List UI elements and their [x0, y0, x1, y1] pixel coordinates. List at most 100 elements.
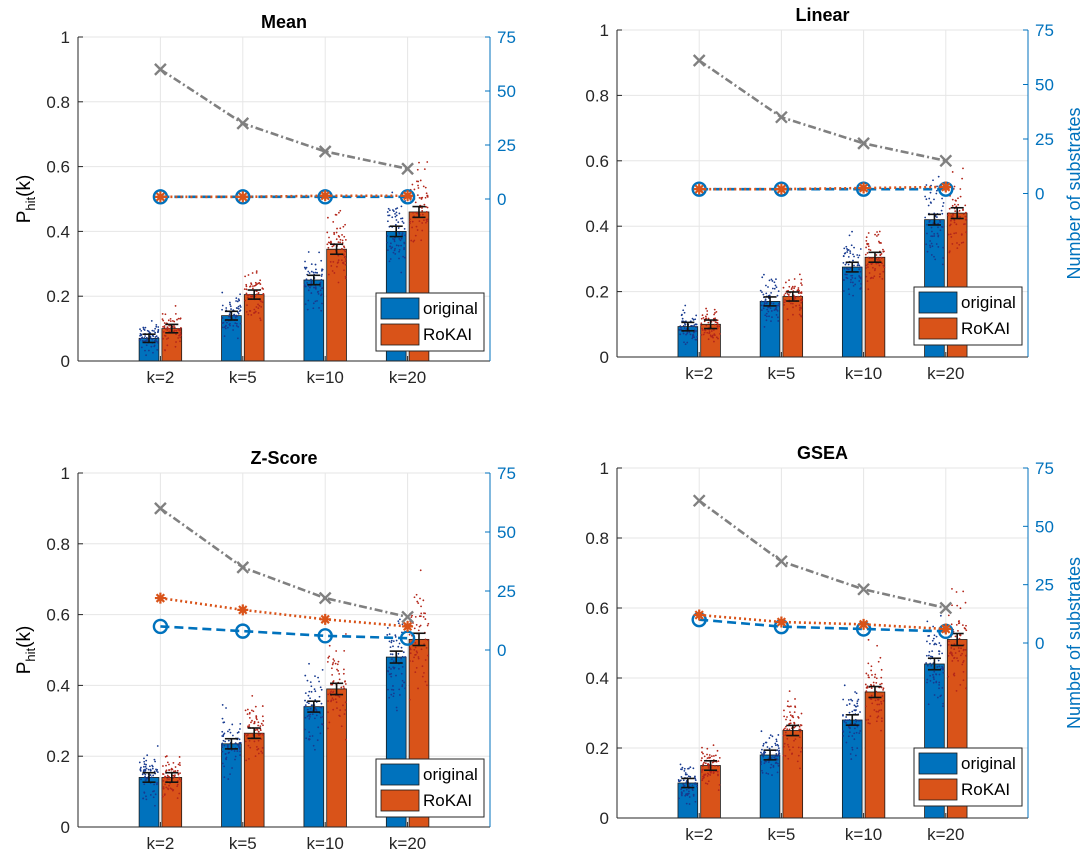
scatter-dot: [880, 676, 883, 679]
scatter-dot: [953, 232, 956, 235]
scatter-dot: [925, 662, 928, 664]
scatter-dot: [310, 685, 313, 688]
scatter-dot: [309, 715, 311, 718]
scatter-dot: [859, 730, 862, 732]
scatter-dot: [221, 322, 224, 325]
scatter-dot: [341, 234, 343, 236]
scatter-dot: [155, 335, 158, 338]
scatter-dot: [847, 735, 850, 738]
scatter-dot: [427, 654, 429, 657]
scatter-dot: [965, 629, 968, 632]
scatter-dot: [932, 673, 934, 676]
scatter-dot: [307, 251, 310, 253]
scatter-dot: [953, 203, 956, 206]
scatter-dot: [221, 326, 224, 329]
scatter-dot: [403, 248, 405, 251]
scatter-dot: [395, 211, 398, 214]
scatter-dot: [174, 305, 177, 307]
scatter-dot: [259, 279, 262, 282]
scatter-dot: [304, 285, 307, 288]
scatter-dot: [778, 749, 781, 752]
scatter-dot: [880, 257, 883, 259]
scatter-dot: [677, 780, 680, 782]
scatter-dot: [342, 704, 344, 707]
scatter-dot: [800, 282, 802, 285]
scatter-dot: [766, 308, 769, 311]
scatter-dot: [395, 639, 398, 642]
scatter-dot: [425, 210, 428, 213]
scatter-dot: [338, 696, 341, 698]
scatter-dot: [941, 668, 944, 671]
scatter-dot: [221, 704, 224, 706]
scatter-dot: [141, 340, 144, 342]
scatter-dot: [783, 745, 785, 748]
scatter-dot: [341, 242, 344, 244]
scatter-dot: [926, 223, 928, 226]
scatter-dot: [239, 741, 242, 744]
scatter-dot: [700, 759, 703, 762]
scatter-dot: [139, 768, 142, 771]
scatter-dot: [941, 212, 944, 215]
scatter-dot: [142, 765, 145, 768]
scatter-dot: [397, 622, 400, 625]
y-tick-label: 0.8: [46, 535, 70, 554]
scatter-dot: [882, 270, 885, 273]
legend-swatch-RoKAI: [380, 789, 420, 812]
scatter-dot: [151, 767, 154, 770]
scatter-dot: [414, 201, 417, 204]
scatter-dot: [953, 656, 956, 659]
scatter-dot: [961, 652, 963, 655]
scatter-dot: [337, 235, 340, 237]
scatter-dot: [877, 698, 880, 701]
scatter-dot: [692, 767, 695, 770]
bar-RoKAI-k=10: [326, 688, 347, 828]
scatter-dot: [179, 336, 182, 339]
substrate-line-star: [160, 596, 408, 628]
scatter-dot: [953, 648, 956, 651]
scatter-dot: [144, 773, 147, 776]
scatter-dot: [702, 333, 705, 336]
scatter-dot: [869, 697, 872, 700]
scatter-dot: [701, 329, 704, 331]
scatter-dot: [399, 239, 402, 242]
marker-star: [858, 182, 870, 194]
scatter-dot: [250, 721, 252, 724]
scatter-dot: [871, 257, 873, 260]
scatter-dot: [701, 746, 703, 749]
y-axis-label-tail: (k): [14, 626, 35, 648]
scatter-dot: [257, 730, 260, 733]
scatter-dot: [397, 221, 400, 224]
scatter-dot: [713, 755, 715, 757]
scatter-dot: [307, 289, 310, 292]
scatter-dot: [345, 738, 347, 741]
scatter-dot: [848, 727, 851, 730]
scatter-dot: [853, 709, 856, 712]
scatter-dot: [875, 254, 878, 256]
x-tick-label: k=20: [389, 368, 426, 387]
scatter-dot: [796, 760, 799, 763]
scatter-dot: [875, 710, 878, 713]
scatter-dot: [875, 682, 878, 684]
scatter-dot: [400, 217, 402, 220]
scatter-dot: [881, 695, 884, 697]
scatter-dot: [865, 690, 868, 693]
scatter-dot: [223, 335, 226, 338]
x-tick-label: k=2: [146, 368, 174, 387]
scatter-dot: [156, 349, 159, 351]
scatter-dot: [176, 769, 179, 772]
scatter-dot: [957, 629, 959, 632]
scatter-dot: [226, 326, 229, 329]
scatter-dot: [783, 301, 786, 304]
scatter-dot: [304, 674, 307, 677]
scatter-dot: [255, 715, 258, 718]
scatter-dot: [321, 287, 323, 290]
scatter-dot: [947, 233, 950, 236]
y-tick-label: 0.8: [585, 86, 609, 105]
scatter-dot: [791, 715, 794, 717]
scatter-dot: [706, 753, 708, 756]
scatter-dot: [236, 300, 239, 303]
scatter-dot: [842, 290, 845, 292]
scatter-dot: [229, 773, 231, 776]
scatter-dot: [775, 313, 778, 316]
scatter-dot: [249, 746, 252, 749]
